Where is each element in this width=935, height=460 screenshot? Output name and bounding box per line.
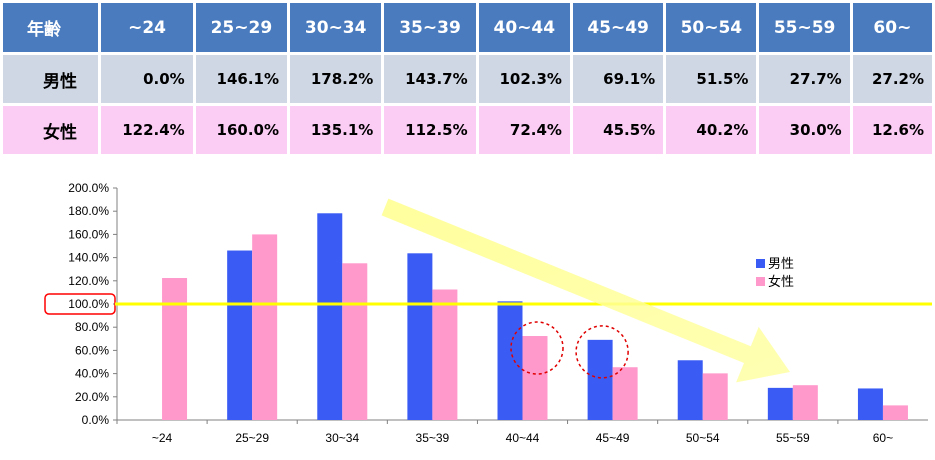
female-label: 女性	[3, 106, 99, 154]
chart-svg: 0.0% 20.0% 40.0% 60.0% 80.0% 100.0% 120.0% 140.…	[44, 181, 932, 445]
legend-swatch-male	[756, 259, 765, 268]
male-value: 69.1%	[572, 55, 664, 103]
bar-female	[792, 385, 818, 420]
annotation-circle	[575, 325, 629, 379]
female-value: 135.1%	[290, 106, 382, 154]
male-value: 27.7%	[759, 55, 850, 103]
y-tick-label: 200.0%	[68, 181, 109, 195]
male-value: 178.2%	[290, 55, 382, 103]
male-value: 27.2%	[852, 55, 932, 103]
bar-female	[162, 278, 188, 420]
age-header: 50~54	[666, 3, 757, 52]
male-value: 51.5%	[666, 55, 757, 103]
trend-arrow	[381, 198, 790, 383]
female-value: 122.4%	[101, 106, 193, 154]
age-header: 45~49	[572, 3, 664, 52]
bar-chart: 0.0% 20.0% 40.0% 60.0% 80.0% 100.0% 120.0% 140.…	[0, 172, 935, 456]
age-header: 35~39	[384, 3, 476, 52]
x-tick-label: 35~39	[416, 431, 450, 445]
age-header: 40~44	[478, 3, 570, 52]
y-tick-label: 180.0%	[68, 204, 109, 218]
age-header: 30~34	[290, 3, 382, 52]
bar-female	[702, 373, 728, 420]
x-tick-label: 45~49	[596, 431, 630, 445]
male-value: 143.7%	[384, 55, 476, 103]
bar-female	[252, 234, 278, 420]
age-header: 55~59	[759, 3, 850, 52]
bar-male	[677, 360, 703, 420]
bar-male	[857, 388, 883, 420]
x-tick-label: 40~44	[506, 431, 540, 445]
male-value: 0.0%	[101, 55, 193, 103]
table-header-row: 年齢 ~24 25~29 30~34 35~39 40~44 45~49 50~…	[3, 3, 932, 52]
y-tick-label: 100.0%	[68, 297, 109, 311]
age-header: 60~	[852, 3, 932, 52]
bar-female	[432, 289, 458, 420]
y-tick-label: 80.0%	[75, 320, 109, 334]
female-value: 45.5%	[572, 106, 664, 154]
bar-male	[767, 387, 793, 420]
male-label: 男性	[3, 55, 99, 103]
data-table: 年齢 ~24 25~29 30~34 35~39 40~44 45~49 50~…	[0, 0, 935, 157]
y-tick-label: 120.0%	[68, 274, 109, 288]
bar-female	[612, 367, 638, 420]
bar-female	[342, 263, 368, 420]
y-tick-label: 60.0%	[75, 343, 109, 357]
x-tick-label: 60~	[873, 431, 893, 445]
male-value: 146.1%	[195, 55, 288, 103]
bar-male	[407, 253, 433, 420]
x-tick-label: 55~59	[776, 431, 810, 445]
legend-label-female: 女性	[768, 274, 794, 289]
female-value: 40.2%	[666, 106, 757, 154]
x-tick-label: ~24	[152, 431, 173, 445]
female-value: 12.6%	[852, 106, 932, 154]
legend-swatch-female	[756, 277, 765, 286]
female-value: 112.5%	[384, 106, 476, 154]
female-value: 72.4%	[478, 106, 570, 154]
y-tick-label: 140.0%	[68, 251, 109, 265]
bar-male	[497, 301, 523, 420]
female-value: 30.0%	[759, 106, 850, 154]
age-header: 25~29	[195, 3, 288, 52]
x-tick-label: 30~34	[325, 431, 359, 445]
bar-male	[587, 339, 613, 420]
male-row: 男性 0.0% 146.1% 178.2% 143.7% 102.3% 69.1…	[3, 55, 932, 103]
bar-male	[317, 213, 343, 420]
age-header: ~24	[101, 3, 193, 52]
y-tick-label: 160.0%	[68, 227, 109, 241]
bar-male	[227, 250, 253, 420]
female-value: 160.0%	[195, 106, 288, 154]
bar-female	[882, 405, 908, 420]
header-label: 年齢	[3, 3, 99, 52]
y-tick-label: 20.0%	[75, 390, 109, 404]
male-value: 102.3%	[478, 55, 570, 103]
x-tick-label: 25~29	[235, 431, 269, 445]
annotation-circle	[510, 321, 564, 375]
x-tick-label: 50~54	[686, 431, 720, 445]
legend-label-male: 男性	[768, 256, 794, 271]
y-tick-label: 0.0%	[82, 413, 110, 427]
y-tick-label: 40.0%	[75, 367, 109, 381]
female-row: 女性 122.4% 160.0% 135.1% 112.5% 72.4% 45.…	[3, 106, 932, 154]
bar-female	[522, 336, 548, 420]
